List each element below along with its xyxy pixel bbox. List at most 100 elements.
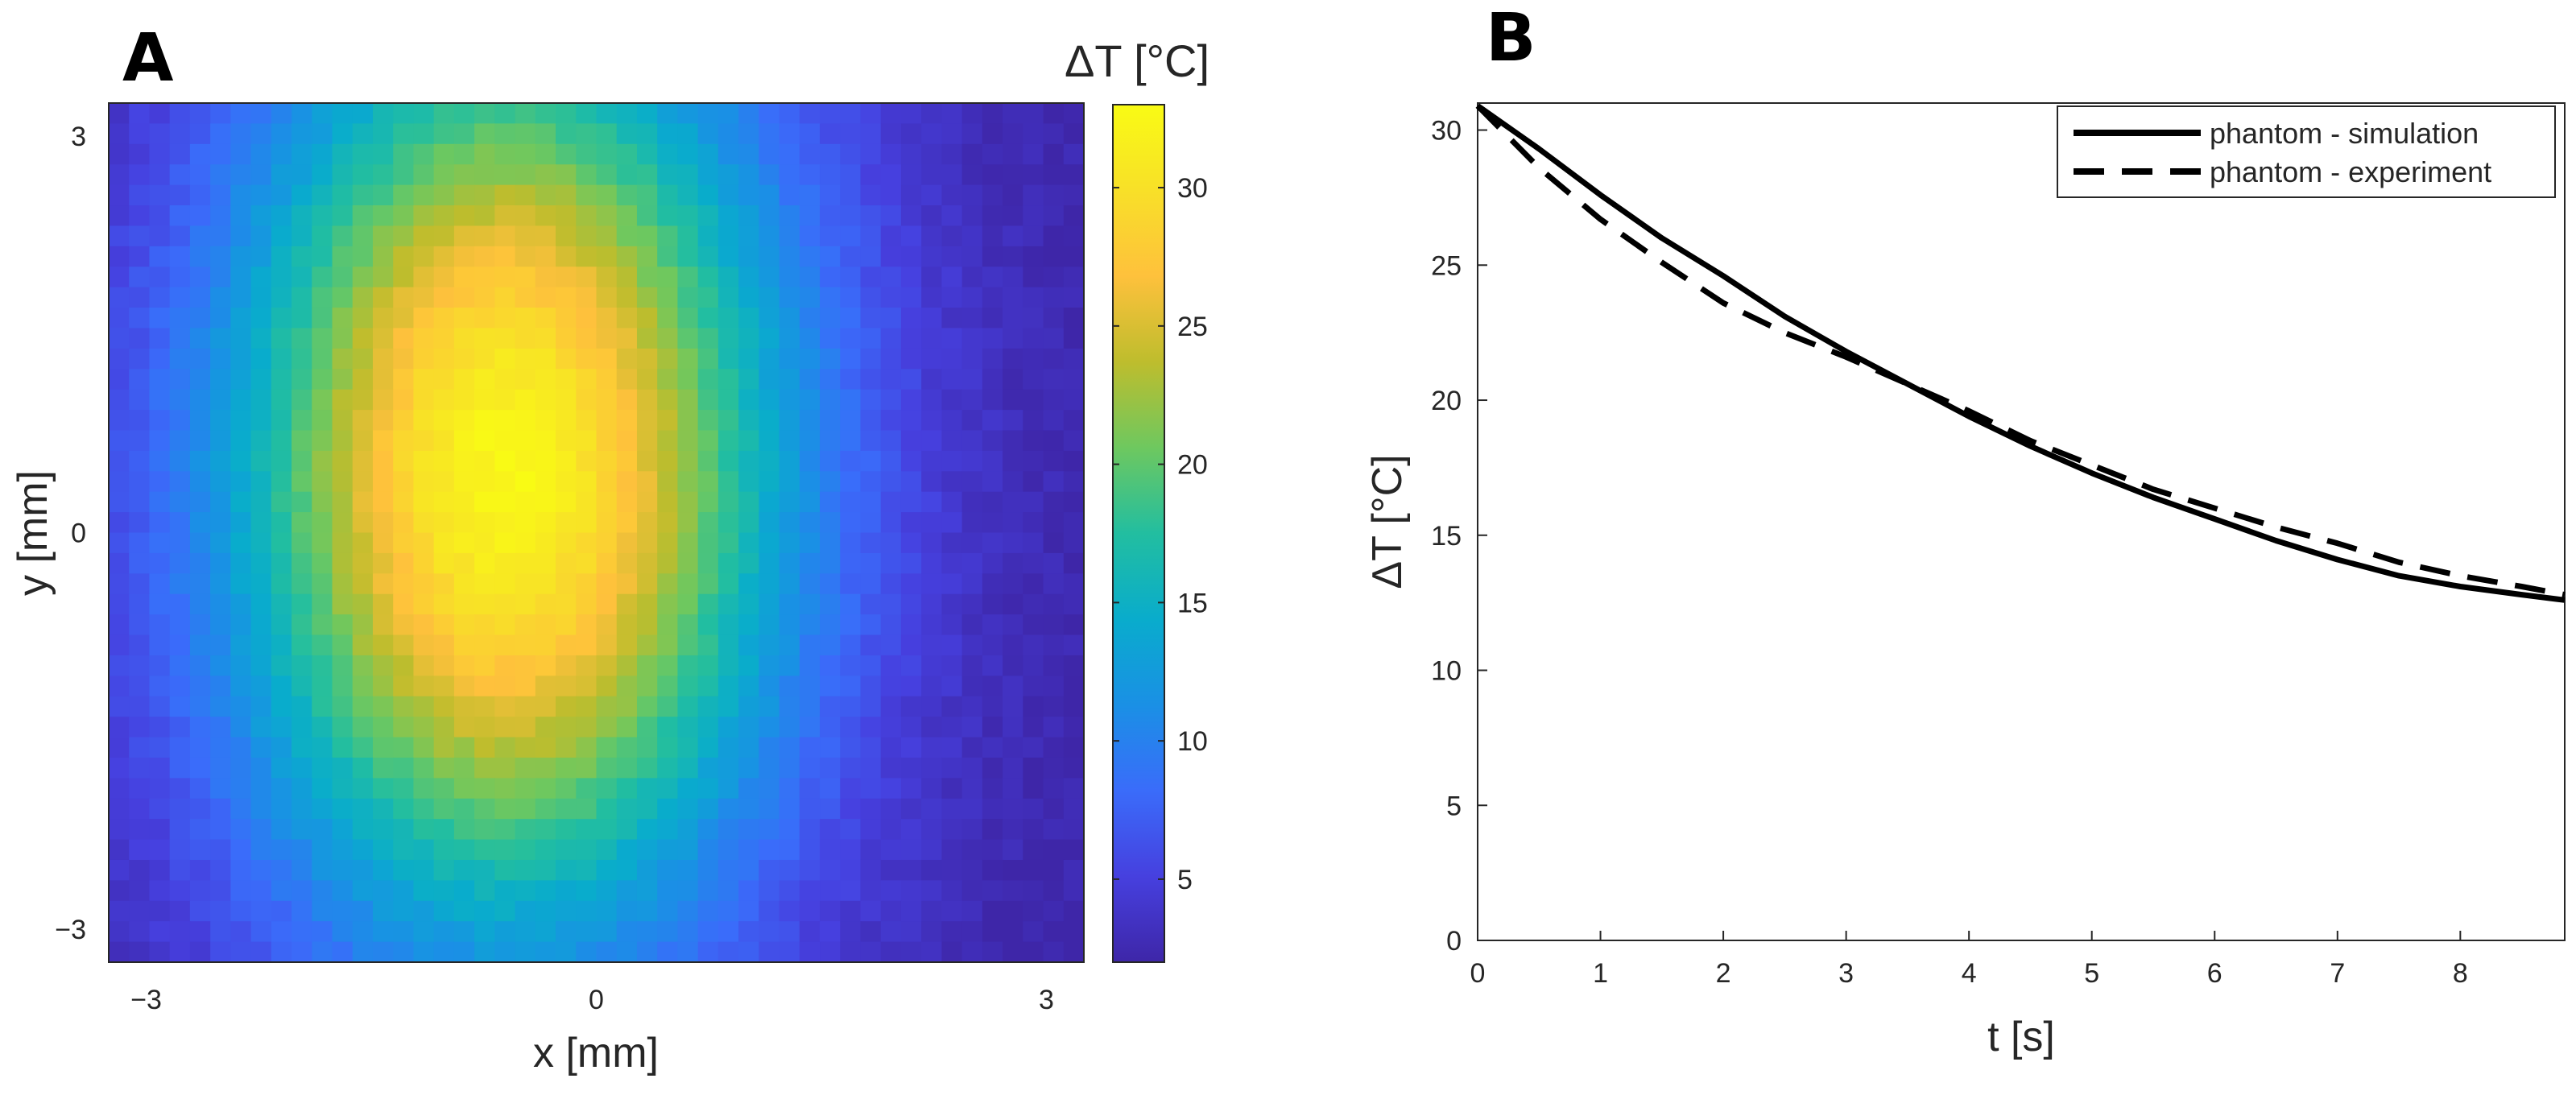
heatmap-cell: [332, 123, 354, 145]
heatmap-cell: [596, 798, 618, 820]
heatmap-cell: [393, 143, 415, 165]
heatmap-cell: [453, 103, 475, 124]
heatmap-cell: [657, 348, 679, 370]
heatmap-cell: [941, 348, 963, 370]
heatmap-cell: [474, 103, 495, 124]
heatmap-cell: [109, 676, 130, 697]
heatmap-cell: [799, 655, 821, 676]
heatmap-cell: [332, 859, 354, 881]
heatmap-cell: [596, 430, 618, 452]
heatmap-cell: [332, 941, 354, 963]
heatmap-cell: [657, 430, 679, 452]
heatmap-cell: [636, 573, 658, 595]
heatmap-cell: [779, 593, 800, 615]
heatmap-cell: [413, 696, 435, 717]
heatmap-cell: [129, 430, 151, 452]
heatmap-cell: [596, 450, 618, 472]
heatmap-cell: [982, 143, 1003, 165]
heatmap-cell: [393, 267, 415, 288]
heatmap-cell: [961, 246, 983, 267]
heatmap-cell: [1063, 900, 1085, 922]
heatmap-cell: [1003, 676, 1023, 697]
heatmap-cell: [1023, 900, 1044, 922]
heatmap-cell: [129, 184, 151, 206]
heatmap-cell: [271, 757, 292, 779]
heatmap-cell: [921, 328, 942, 349]
heatmap-cell: [1023, 246, 1044, 267]
heatmap-cell: [292, 819, 312, 841]
heatmap-cell: [840, 491, 862, 513]
heatmap-cell: [494, 308, 516, 329]
heatmap-cell: [210, 859, 231, 881]
heatmap-cell: [677, 859, 699, 881]
heatmap-cell: [393, 778, 415, 800]
heatmap-cell: [921, 552, 942, 574]
heatmap-cell: [840, 634, 862, 656]
heatmap-cell: [759, 941, 780, 963]
heatmap-cell: [636, 430, 658, 452]
heatmap-cell: [109, 267, 130, 288]
heatmap-cell: [189, 348, 211, 370]
heatmap-cell: [900, 143, 922, 165]
heatmap-cell: [717, 184, 739, 206]
heatmap-cell: [515, 205, 536, 227]
heatmap-cell: [657, 471, 679, 493]
heatmap-cell: [372, 676, 394, 697]
heatmap-cell: [169, 123, 191, 145]
heatmap-cell: [657, 676, 679, 697]
heatmap-cell: [189, 941, 211, 963]
heatmap-cell: [1003, 696, 1023, 717]
heatmap-cell: [717, 798, 739, 820]
heatmap-cell: [840, 880, 862, 902]
heatmap-cell: [535, 757, 556, 779]
heatmap-cell: [271, 164, 292, 186]
heatmap-cell: [880, 717, 902, 738]
heatmap-cell: [109, 246, 130, 267]
heatmap-cell: [515, 184, 536, 206]
heatmap-cell: [149, 471, 171, 493]
heatmap-cell: [556, 287, 577, 308]
heatmap-cell: [129, 655, 151, 676]
heatmap-cell: [556, 655, 577, 676]
heatmap-cell: [250, 655, 272, 676]
heatmap-cell: [820, 512, 841, 534]
heatmap-cell: [292, 921, 312, 943]
heatmap-cell: [921, 450, 942, 472]
heatmap-cell: [860, 573, 882, 595]
heatmap-cell: [271, 184, 292, 206]
heatmap-cell: [453, 267, 475, 288]
heatmap-cell: [109, 717, 130, 738]
heatmap-cell: [332, 532, 354, 554]
heatmap-cell: [312, 737, 333, 758]
heatmap-cell: [292, 369, 312, 390]
heatmap-cell: [535, 491, 556, 513]
heatmap-cell: [433, 103, 455, 124]
heatmap-cell: [129, 267, 151, 288]
heatmap-cell: [677, 184, 699, 206]
heatmap-cell: [1063, 308, 1085, 329]
heatmap-cell: [352, 389, 374, 411]
heatmap-cell: [636, 798, 658, 820]
heatmap-cell: [372, 778, 394, 800]
heatmap-cell: [982, 184, 1003, 206]
heatmap-cell: [210, 369, 231, 390]
heatmap-cell: [657, 103, 679, 124]
heatmap-cell: [636, 267, 658, 288]
heatmap-cell: [210, 737, 231, 758]
heatmap-cell: [494, 328, 516, 349]
heatmap-cell: [677, 676, 699, 697]
heatmap-cell: [515, 471, 536, 493]
heatmap-cell: [494, 143, 516, 165]
heatmap-cell: [657, 778, 679, 800]
heatmap-cell: [697, 552, 719, 574]
heatmap-cell: [799, 328, 821, 349]
heatmap-cell: [636, 532, 658, 554]
heatmap-cell: [332, 348, 354, 370]
heatmap-cell: [779, 103, 800, 124]
heatmap-cell: [616, 737, 638, 758]
heatmap-cell: [576, 143, 597, 165]
heatmap-cell: [210, 123, 231, 145]
heatmap-cell: [556, 819, 577, 841]
heatmap-cell: [900, 164, 922, 186]
heatmap-cell: [230, 389, 252, 411]
